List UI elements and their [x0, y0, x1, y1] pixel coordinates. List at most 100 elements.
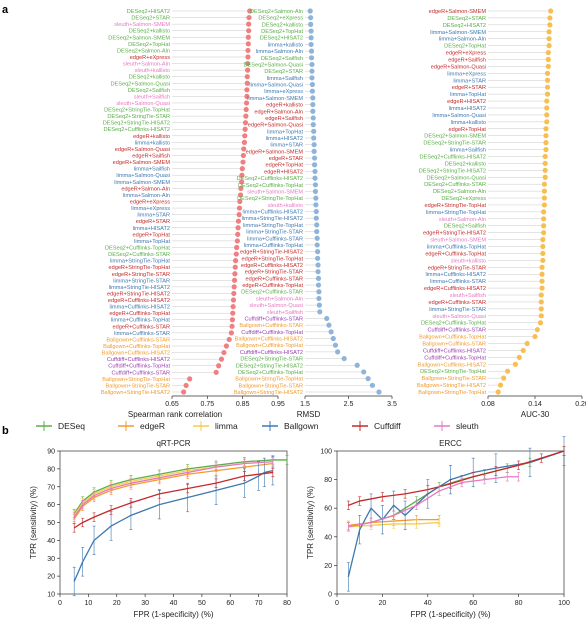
row-label: Ballgown+Cufflinks-STAR	[239, 323, 303, 329]
data-point	[308, 41, 314, 48]
y-tick-label: 60	[47, 502, 55, 509]
data-point	[235, 231, 241, 237]
row-label: edgeR+TopHat	[133, 232, 171, 238]
row-label: limma+Salmon-Quasi	[432, 113, 486, 119]
chart-title: qRT-PCR	[156, 439, 190, 448]
data-point	[311, 162, 318, 168]
data-point	[235, 218, 242, 224]
row-label: Ballgown+StringTie-STAR	[421, 376, 486, 382]
row-label: limma+Cufflinks-HISAT2	[425, 272, 486, 278]
row-label: DESeq2+Cufflinks-HISAT2	[420, 154, 486, 160]
y-axis-label: TPR (sensitivity) (%)	[306, 486, 315, 559]
row-label: limma+Salmon-SMEM	[114, 180, 170, 186]
row-label: edgeR+Salmon-Quasi	[431, 64, 486, 70]
data-point	[312, 182, 319, 188]
data-point	[545, 49, 551, 56]
data-point	[232, 264, 238, 270]
x-tick-label: 0	[58, 600, 62, 607]
row-label: DESeq2+TopHat	[444, 44, 486, 50]
row-label: limma+StringTie-HISAT2	[109, 285, 170, 291]
row-label: sleuth+Salmon-SMEM	[114, 22, 170, 28]
data-point	[546, 29, 552, 35]
row-label: limma+Salmon-Aln	[439, 37, 486, 43]
data-point	[315, 262, 321, 268]
row-label: edgeR+eXpress	[130, 200, 170, 206]
row-label: DESeq2+Cufflinks-STAR	[108, 252, 170, 258]
data-point	[240, 152, 246, 159]
row-label: DESeq2+kallisto	[129, 29, 170, 35]
data-point	[544, 112, 550, 118]
row-label: edgeR+Cufflinks-STAR	[246, 276, 303, 282]
data-point	[544, 91, 551, 97]
y-tick-label: 40	[47, 538, 55, 545]
x-tick-label: 0.75	[201, 401, 215, 408]
row-label: Ballgown+StringTie-TopHat	[418, 390, 486, 396]
data-point	[308, 15, 314, 21]
series-line	[73, 462, 273, 520]
data-point	[312, 168, 318, 175]
row-label: limma+HISAT2	[133, 226, 170, 232]
panel-label-b: b	[2, 425, 9, 437]
data-point	[311, 155, 318, 161]
row-label: limma+StringTie-STAR	[246, 230, 303, 236]
row-label: limma+Cufflinks-TopHat	[244, 243, 304, 249]
row-label: edgeR+Sailfish	[265, 116, 303, 122]
data-point	[311, 142, 317, 148]
row-label: edgeR+kallisto	[133, 134, 170, 140]
data-point	[237, 192, 244, 198]
row-label: Ballgown+Cufflinks-HISAT2	[235, 337, 303, 343]
row-label: edgeR+StringTie-HISAT2	[240, 250, 303, 256]
data-point	[242, 133, 248, 139]
series-line	[73, 459, 287, 514]
data-point	[539, 264, 545, 270]
x-tick-label: 0.08	[481, 401, 495, 408]
row-label: DESeq2+Sailfish	[261, 56, 303, 62]
row-label: edgeR+Cufflinks-TopHat	[242, 283, 303, 289]
row-label: limma+TopHat	[134, 239, 170, 245]
data-point	[316, 289, 322, 295]
row-label: limma+eXpress	[131, 206, 170, 212]
series-sleuth	[72, 457, 275, 522]
row-label: limma+Salmon-Quasi	[116, 173, 170, 179]
data-point	[245, 41, 251, 47]
x-tick-label: 10	[84, 600, 92, 607]
data-point	[246, 28, 252, 34]
row-label: limma+StringTie-TopHat	[243, 223, 303, 229]
data-point	[239, 172, 245, 178]
data-point	[497, 382, 504, 388]
x-tick-label: 100	[558, 600, 570, 607]
y-tick-label: 50	[47, 520, 55, 527]
data-point	[544, 84, 551, 90]
row-label: edgeR+Sailfish	[132, 154, 170, 160]
dot-column-0: DESeq2+HISAT2DESeq2+STARsleuth+Salmon-SM…	[101, 8, 285, 419]
row-label: limma+kallisto	[135, 140, 170, 146]
data-point	[308, 35, 314, 41]
row-label: Ballgown+Cufflinks-TopHat	[103, 344, 170, 350]
row-label: edgeR+TopHat	[449, 127, 487, 133]
data-point	[230, 304, 236, 310]
row-label: sleuth+Sailfish	[450, 293, 486, 299]
data-point	[361, 369, 367, 375]
row-label: limma+Cufflinks-STAR	[114, 331, 170, 337]
data-point	[538, 292, 544, 298]
row-label: limma+Cufflinks-TopHat	[427, 245, 487, 251]
dot-column-2: edgeR+Salmon-SMEMDESeq2+STARDESeq2+HISAT…	[417, 8, 586, 419]
data-point	[310, 101, 316, 108]
series-deseq	[346, 446, 566, 532]
row-label: edgeR+Cufflinks-HISAT2	[241, 263, 303, 269]
data-point	[230, 297, 237, 303]
data-point	[228, 330, 234, 336]
legend-item-cuffdiff: Cuffdiff	[352, 421, 401, 431]
row-label: limma+Salmon-Quasi	[249, 83, 303, 89]
data-point	[538, 299, 544, 305]
row-label: edgeR+StringTie-STAR	[428, 265, 486, 271]
row-label: Cuffdiff+Cufflinks-TopHat	[241, 330, 303, 336]
y-tick-label: 20	[47, 574, 55, 581]
data-point	[307, 8, 313, 14]
x-tick-label: 0.14	[528, 401, 542, 408]
data-point	[313, 208, 319, 215]
row-label: sleuth+Salmon-SMEM	[247, 189, 303, 195]
y-tick-label: 0	[328, 592, 332, 599]
data-point	[245, 34, 251, 40]
